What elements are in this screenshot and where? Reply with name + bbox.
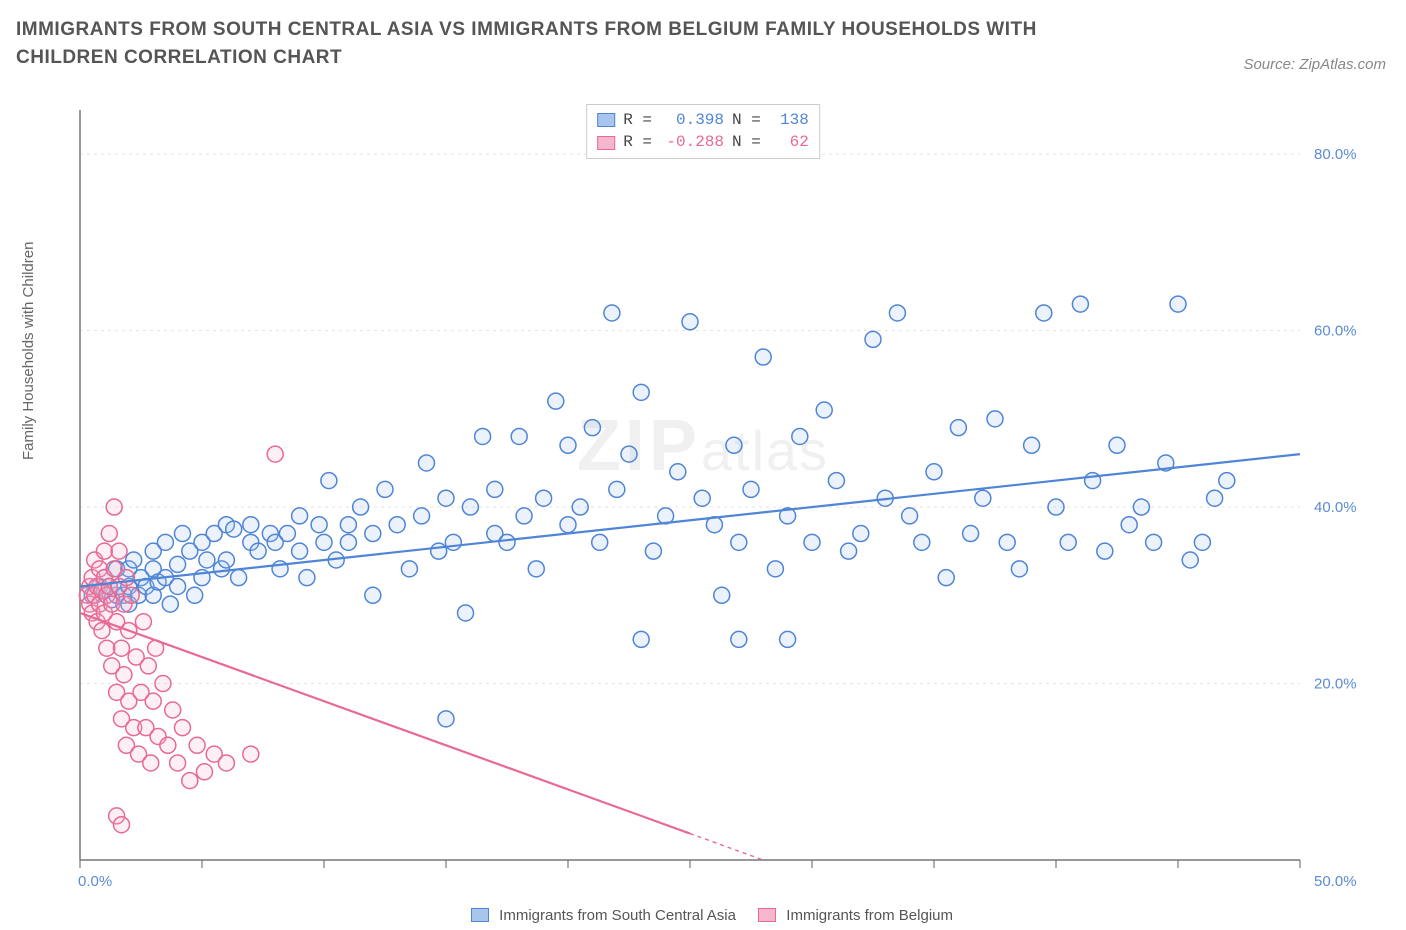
scatter-plot: 20.0% 40.0% 60.0% 80.0% 0.0% 50.0% xyxy=(60,100,1380,900)
stats-row-blue: R = 0.398 N = 138 xyxy=(597,109,809,131)
legend-swatch-pink xyxy=(758,908,776,922)
swatch-blue xyxy=(597,113,615,127)
n-value-pink: 62 xyxy=(769,131,809,153)
legend-swatch-blue xyxy=(471,908,489,922)
legend-label-pink: Immigrants from Belgium xyxy=(786,907,953,924)
n-value-blue: 138 xyxy=(769,109,809,131)
svg-text:0.0%: 0.0% xyxy=(78,873,112,890)
svg-text:50.0%: 50.0% xyxy=(1314,873,1357,890)
bottom-legend: Immigrants from South Central Asia Immig… xyxy=(0,907,1406,924)
r-value-pink: -0.288 xyxy=(660,131,724,153)
svg-text:80.0%: 80.0% xyxy=(1314,146,1357,163)
r-value-blue: 0.398 xyxy=(660,109,724,131)
svg-text:20.0%: 20.0% xyxy=(1314,676,1357,693)
r-label: R = xyxy=(623,109,652,131)
plot-svg: 20.0% 40.0% 60.0% 80.0% 0.0% 50.0% xyxy=(60,100,1380,900)
source-label: Source: ZipAtlas.com xyxy=(1243,56,1386,73)
n-label: N = xyxy=(732,131,761,153)
n-label: N = xyxy=(732,109,761,131)
chart-title: IMMIGRANTS FROM SOUTH CENTRAL ASIA VS IM… xyxy=(16,16,1116,71)
swatch-pink xyxy=(597,136,615,150)
svg-text:60.0%: 60.0% xyxy=(1314,323,1357,340)
r-label: R = xyxy=(623,131,652,153)
legend-label-blue: Immigrants from South Central Asia xyxy=(499,907,736,924)
svg-text:40.0%: 40.0% xyxy=(1314,499,1357,516)
stats-row-pink: R = -0.288 N = 62 xyxy=(597,131,809,153)
stats-box: R = 0.398 N = 138 R = -0.288 N = 62 xyxy=(586,104,820,159)
y-axis-label: Family Households with Children xyxy=(20,242,37,460)
